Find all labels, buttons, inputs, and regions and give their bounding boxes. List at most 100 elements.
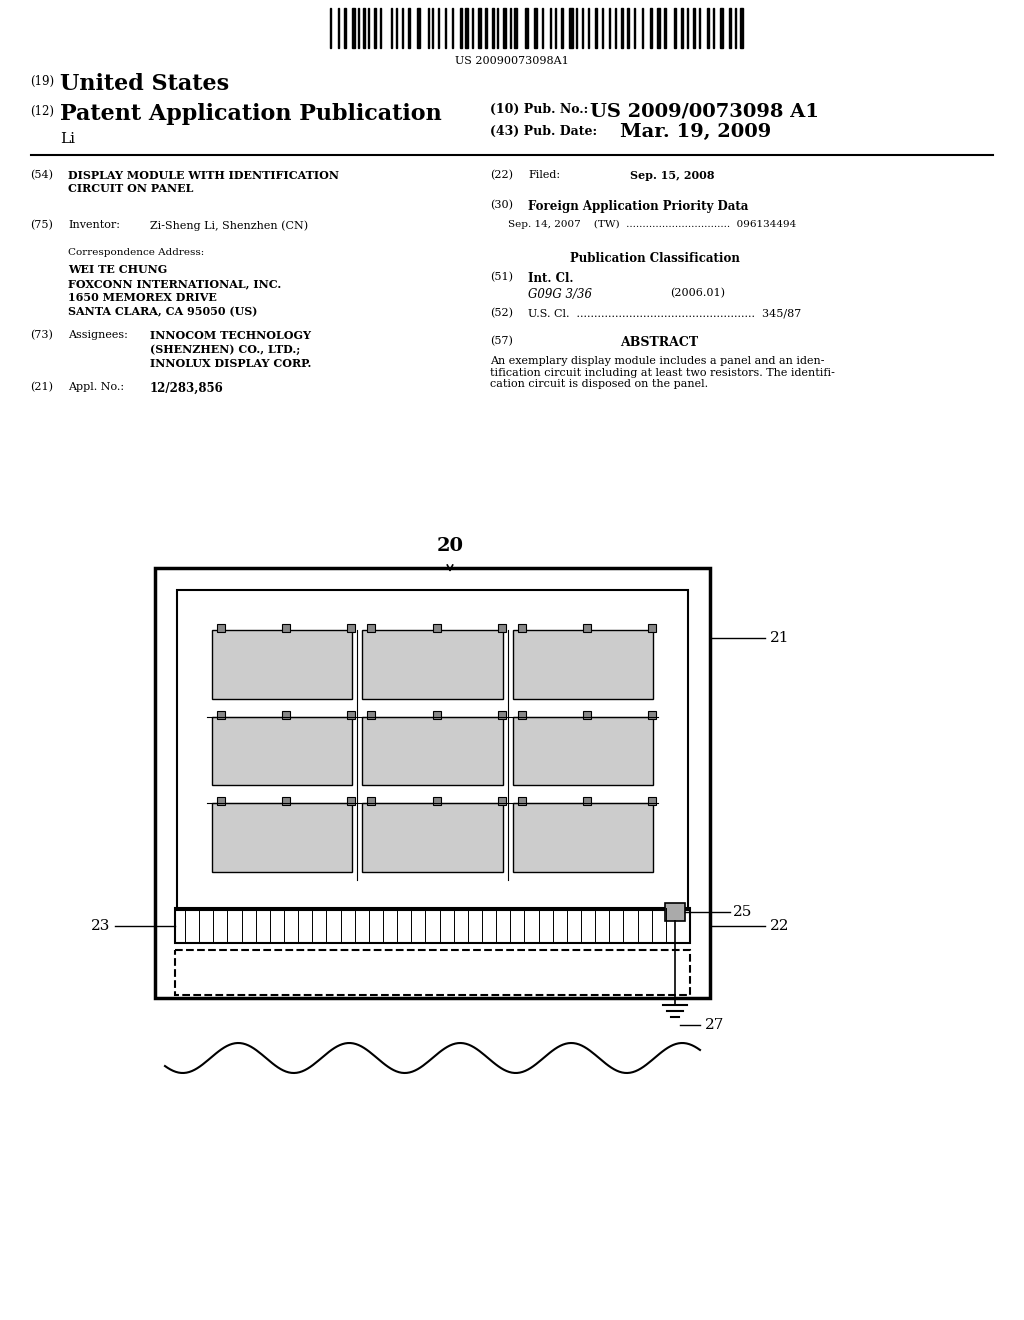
Bar [583,797,591,805]
Text: (54): (54) [30,170,53,181]
Text: (19): (19) [30,75,54,88]
Bar [498,797,506,805]
Bar [720,8,723,48]
Bar [498,624,506,632]
Bar [217,710,225,718]
Bar [518,797,525,805]
Bar [217,797,225,805]
Bar [513,717,653,785]
Bar [368,710,376,718]
Text: ABSTRACT: ABSTRACT [620,337,698,348]
Bar [362,804,503,873]
Text: SANTA CLARA, CA 95050 (US): SANTA CLARA, CA 95050 (US) [68,306,257,317]
Text: (22): (22) [490,170,513,181]
Bar [362,8,365,48]
Text: 21: 21 [770,631,790,645]
Bar [518,624,525,632]
Bar [432,797,440,805]
Text: (21): (21) [30,381,53,392]
Bar [460,8,462,48]
Bar [514,8,517,48]
Text: (43) Pub. Date:: (43) Pub. Date: [490,125,597,139]
Bar [408,8,410,48]
Text: Inventor:: Inventor: [68,220,120,230]
Text: INNOLUX DISPLAY CORP.: INNOLUX DISPLAY CORP. [150,358,311,370]
Bar [583,624,591,632]
Bar [561,8,563,48]
Bar [740,8,743,48]
Bar [492,8,494,48]
Bar [362,717,503,785]
Text: FOXCONN INTERNATIONAL, INC.: FOXCONN INTERNATIONAL, INC. [68,279,282,289]
Bar [485,8,487,48]
Bar [648,797,656,805]
Bar [374,8,376,48]
Bar [368,624,376,632]
Bar [648,624,656,632]
Bar [283,797,290,805]
Bar [707,8,709,48]
Bar [212,717,352,785]
Text: 25: 25 [733,906,753,919]
Bar [664,8,666,48]
Bar [674,8,676,48]
Bar [347,797,355,805]
Text: (73): (73) [30,330,53,341]
Bar [627,8,629,48]
Bar [657,8,660,48]
Bar [729,8,731,48]
Bar [583,710,591,718]
Text: US 2009/0073098 A1: US 2009/0073098 A1 [590,103,819,121]
Text: Sep. 15, 2008: Sep. 15, 2008 [630,170,715,181]
Bar [432,624,440,632]
Bar [513,630,653,698]
Bar [650,8,652,48]
Bar [432,710,440,718]
Bar [352,8,355,48]
Bar [175,908,690,942]
Text: An exemplary display module includes a panel and an iden-
tification circuit inc: An exemplary display module includes a p… [490,356,835,389]
Bar [498,710,506,718]
Bar [518,710,525,718]
Text: (2006.01): (2006.01) [670,288,725,298]
Text: G09G 3/36: G09G 3/36 [528,288,592,301]
Text: Li: Li [60,132,75,147]
Bar [368,797,376,805]
Text: WEI TE CHUNG: WEI TE CHUNG [68,264,167,275]
Text: Appl. No.:: Appl. No.: [68,381,124,392]
Text: Assignees:: Assignees: [68,330,128,341]
Bar [693,8,695,48]
Bar [569,8,573,48]
Text: 22: 22 [770,919,790,932]
Bar [155,568,710,998]
Text: 12/283,856: 12/283,856 [150,381,224,395]
Bar [347,710,355,718]
Bar [665,903,685,921]
Bar [534,8,537,48]
Bar [175,950,690,995]
Bar [513,804,653,873]
Text: (57): (57) [490,337,513,346]
Bar [362,630,503,698]
Text: (51): (51) [490,272,513,282]
Bar [503,8,506,48]
Text: 20: 20 [436,537,464,554]
Text: 27: 27 [705,1018,724,1032]
Bar [648,710,656,718]
Text: 1650 MEMOREX DRIVE: 1650 MEMOREX DRIVE [68,292,217,304]
Text: (10) Pub. No.:: (10) Pub. No.: [490,103,588,116]
Text: United States: United States [60,73,229,95]
Text: Correspondence Address:: Correspondence Address: [68,248,204,257]
Bar [347,624,355,632]
Text: Foreign Application Priority Data: Foreign Application Priority Data [528,201,749,213]
Text: (75): (75) [30,220,53,230]
Bar [283,710,290,718]
Bar [525,8,528,48]
Text: 23: 23 [91,919,110,932]
Bar [621,8,623,48]
Text: Int. Cl.: Int. Cl. [528,272,573,285]
Bar [478,8,481,48]
Bar [344,8,346,48]
Text: (12): (12) [30,106,54,117]
Bar [681,8,683,48]
